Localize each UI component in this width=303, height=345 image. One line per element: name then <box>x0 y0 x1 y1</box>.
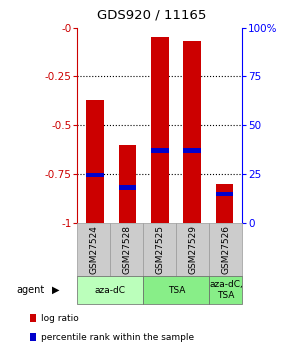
Bar <box>183 148 201 152</box>
Bar <box>86 100 104 223</box>
Bar <box>118 185 136 190</box>
Bar <box>86 172 104 177</box>
Bar <box>118 145 136 223</box>
Text: GSM27526: GSM27526 <box>221 225 230 274</box>
Text: GSM27528: GSM27528 <box>122 225 131 274</box>
Text: GSM27525: GSM27525 <box>155 225 164 274</box>
Text: aza-dC: aza-dC <box>95 286 126 295</box>
Text: TSA: TSA <box>168 286 185 295</box>
Bar <box>183 41 201 223</box>
Text: log ratio: log ratio <box>41 314 78 323</box>
Text: GDS920 / 11165: GDS920 / 11165 <box>97 9 206 22</box>
Bar <box>151 37 169 223</box>
Text: percentile rank within the sample: percentile rank within the sample <box>41 333 194 342</box>
Bar <box>151 148 169 152</box>
Bar <box>216 192 234 196</box>
Text: ▶: ▶ <box>52 285 59 295</box>
Text: GSM27524: GSM27524 <box>89 225 98 274</box>
Text: aza-dC,
TSA: aza-dC, TSA <box>209 280 243 300</box>
Bar <box>216 184 234 223</box>
Text: agent: agent <box>17 285 45 295</box>
Text: GSM27529: GSM27529 <box>188 225 197 274</box>
